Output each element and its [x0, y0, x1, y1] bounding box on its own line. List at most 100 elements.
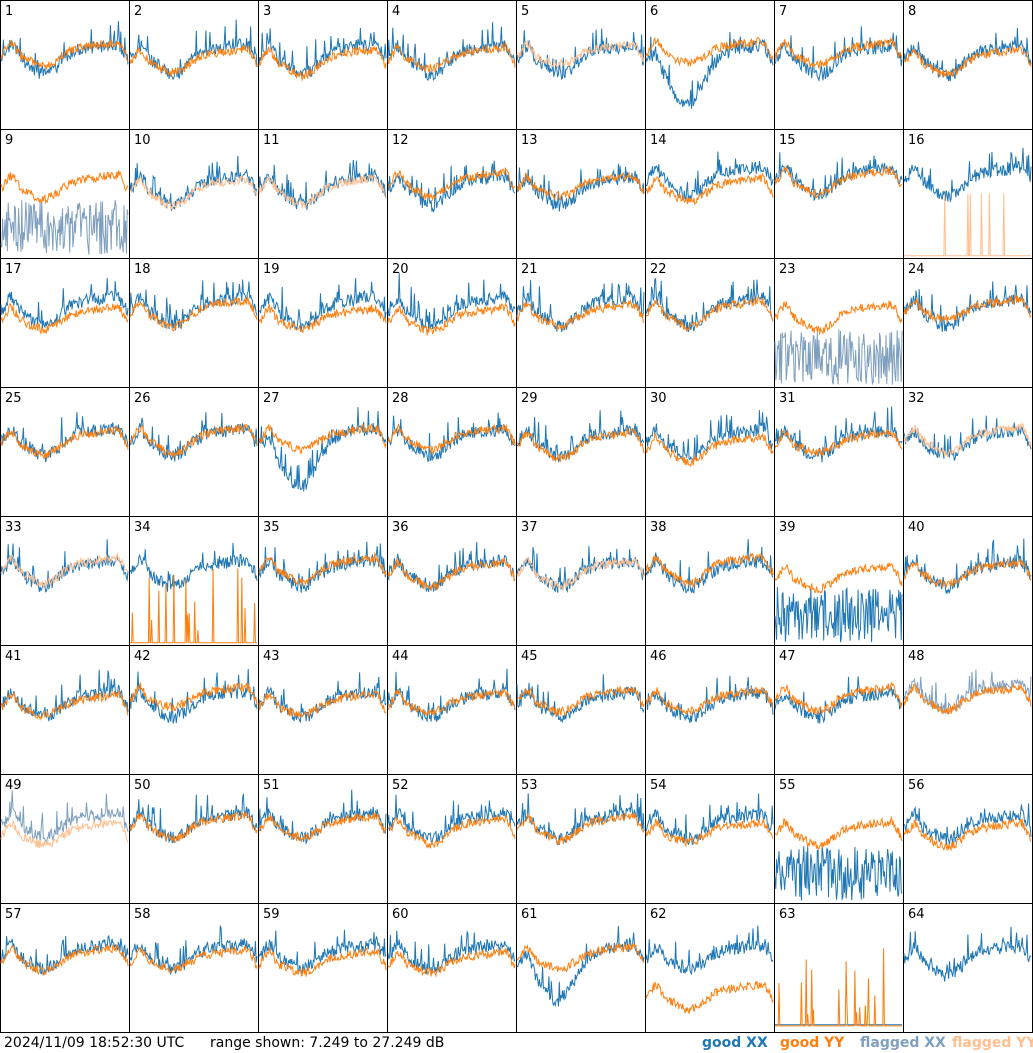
panel-label: 43 [263, 649, 280, 664]
series-yy-line [258, 304, 387, 333]
panel-27: 27 [258, 387, 388, 517]
panel-49: 49 [0, 774, 130, 904]
panel-frame [774, 0, 904, 130]
panel-frame [516, 516, 646, 646]
panel-frame [258, 516, 388, 646]
series-xx-line [516, 925, 645, 1008]
panel-label: 44 [392, 649, 409, 664]
panel-label: 53 [521, 778, 538, 793]
series-yy-line [645, 36, 774, 68]
series-xx-line [774, 845, 903, 901]
series-xx-line [0, 278, 129, 329]
series-yy-line [645, 172, 774, 206]
series-yy-line [645, 818, 774, 848]
range-text: range shown: 7.249 to 27.249 dB [210, 1035, 445, 1051]
panel-label: 7 [779, 4, 787, 19]
panel-41: 41 [0, 645, 130, 775]
panel-label: 31 [779, 391, 796, 406]
panel-frame [903, 258, 1033, 388]
panel-46: 46 [645, 645, 775, 775]
panel-frame [645, 129, 775, 259]
series-yy-line [516, 298, 645, 331]
panel-label: 37 [521, 520, 538, 535]
series-yy-line [903, 294, 1032, 323]
panel-frame [903, 0, 1033, 130]
panel-label: 22 [650, 262, 667, 277]
panel-3: 3 [258, 0, 388, 130]
panel-29: 29 [516, 387, 646, 517]
series-yy-line [774, 36, 903, 69]
panel-label: 48 [908, 649, 925, 664]
panel-label: 55 [779, 778, 796, 793]
panel-15: 15 [774, 129, 904, 259]
panel-30: 30 [645, 387, 775, 517]
panel-frame [645, 387, 775, 517]
series-xx-line [903, 538, 1032, 595]
panel-34: 34 [129, 516, 259, 646]
series-yy-line [387, 947, 516, 978]
panel-35: 35 [258, 516, 388, 646]
series-xx-line [516, 674, 645, 724]
series-xx-line [516, 410, 645, 463]
panel-frame [645, 774, 775, 904]
panel-label: 3 [263, 4, 271, 19]
series-yy-line [258, 947, 387, 977]
panel-label: 19 [263, 262, 280, 277]
panel-label: 50 [134, 778, 151, 793]
panel-label: 41 [5, 649, 22, 664]
panel-label: 15 [779, 133, 796, 148]
panel-label: 26 [134, 391, 151, 406]
panel-frame [516, 903, 646, 1033]
panel-label: 51 [263, 778, 280, 793]
series-xx-line [774, 152, 903, 202]
series-xx-line [903, 281, 1032, 332]
panel-12: 12 [387, 129, 517, 259]
series-xx-line [258, 407, 387, 492]
panel-17: 17 [0, 258, 130, 388]
series-yy-line [0, 303, 129, 336]
panel-label: 64 [908, 907, 925, 922]
series-xx-line [645, 793, 774, 846]
series-xx-line [387, 272, 516, 331]
panel-32: 32 [903, 387, 1033, 517]
panel-37: 37 [516, 516, 646, 646]
panel-label: 20 [392, 262, 409, 277]
series-xx-line [516, 163, 645, 212]
series-yy-line [645, 980, 774, 1014]
panel-13: 13 [516, 129, 646, 259]
series-xx-line [645, 925, 774, 975]
panel-frame [129, 903, 259, 1033]
series-xx-line [387, 794, 516, 845]
series-yy-line [129, 295, 258, 332]
panel-label: 18 [134, 262, 151, 277]
panel-21: 21 [516, 258, 646, 388]
panel-frame [129, 387, 259, 517]
series-yy-line [516, 427, 645, 463]
panel-frame [258, 774, 388, 904]
panel-7: 7 [774, 0, 904, 130]
series-yy-line [645, 295, 774, 333]
series-xx-line [645, 31, 774, 109]
series-yy-line [516, 171, 645, 201]
panel-label: 61 [521, 907, 538, 922]
series-yy-line [903, 683, 1032, 716]
panel-label: 60 [392, 907, 409, 922]
series-xx-line [774, 26, 903, 82]
panel-31: 31 [774, 387, 904, 517]
panel-frame [0, 645, 130, 775]
panel-14: 14 [645, 129, 775, 259]
panel-18: 18 [129, 258, 259, 388]
panel-label: 29 [521, 391, 538, 406]
panel-frame [516, 258, 646, 388]
panel-label: 62 [650, 907, 667, 922]
series-yy-line [516, 556, 645, 592]
series-xx-line [516, 793, 645, 846]
panel-frame [258, 258, 388, 388]
panel-61: 61 [516, 903, 646, 1033]
panel-23: 23 [774, 258, 904, 388]
panel-label: 1 [5, 4, 13, 19]
series-xx-line [129, 542, 258, 592]
panel-54: 54 [645, 774, 775, 904]
panel-label: 40 [908, 520, 925, 535]
panel-57: 57 [0, 903, 130, 1033]
